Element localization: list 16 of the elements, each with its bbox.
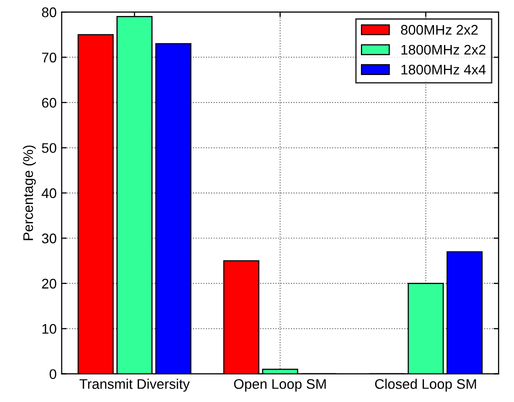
y-tick-label: 20	[42, 278, 56, 289]
legend-label: 1800MHz 2x2	[401, 44, 486, 55]
legend-label: 1800MHz 4x4	[401, 64, 486, 75]
y-tick-label: 30	[42, 234, 56, 244]
y-tick-label: 60	[42, 98, 56, 108]
y-tick-label: 70	[42, 52, 56, 62]
y-tick-label: 50	[42, 143, 56, 153]
x-tick-label: Open Loop SM	[234, 379, 326, 392]
y-axis-title: Percentage (%)	[22, 146, 36, 240]
legend-label: 800MHz 2x2	[400, 24, 478, 35]
y-tick-label: 10	[42, 324, 56, 334]
y-tick-label: 80	[42, 7, 56, 18]
y-tick-label: 0	[50, 369, 56, 380]
x-tick-label: Closed Loop SM	[375, 378, 476, 392]
y-tick-label: 40	[42, 188, 56, 198]
x-tick-label: Transmit Diversity	[80, 378, 190, 392]
